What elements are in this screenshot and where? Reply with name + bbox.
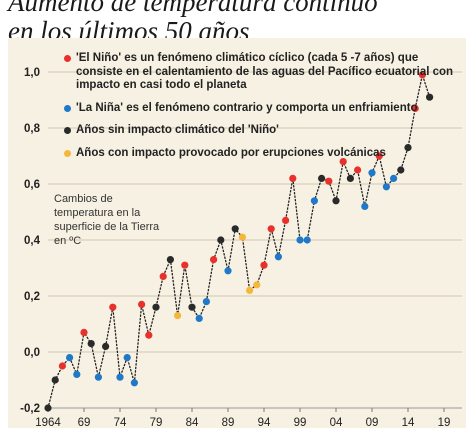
x-tick-label: 89 bbox=[222, 417, 235, 429]
data-point-el_nino bbox=[181, 261, 189, 269]
y-tick-label: 0,0 bbox=[24, 347, 40, 359]
x-tick-label: 09 bbox=[366, 417, 379, 429]
data-point-el_nino bbox=[58, 362, 66, 370]
y-tick-label: 0,4 bbox=[24, 235, 41, 247]
legend-dot-volcanic bbox=[64, 149, 71, 157]
x-tick-label: 84 bbox=[186, 417, 199, 429]
legend: 'El Niño' es un fenómeno climático cícli… bbox=[64, 52, 464, 169]
data-point-la_nina bbox=[361, 202, 369, 210]
data-point-la_nina bbox=[116, 373, 124, 381]
data-point-la_nina bbox=[195, 314, 203, 322]
data-point-el_nino bbox=[260, 261, 268, 269]
data-point-neutral bbox=[231, 225, 239, 233]
chart-panel bbox=[8, 38, 466, 428]
data-point-el_nino bbox=[138, 300, 146, 308]
data-point-la_nina bbox=[382, 183, 390, 191]
data-point-neutral bbox=[102, 342, 110, 350]
x-tick-label: 1964 bbox=[35, 417, 61, 429]
data-point-la_nina bbox=[130, 379, 138, 387]
data-point-la_nina bbox=[310, 197, 318, 205]
data-point-el_nino bbox=[210, 256, 218, 264]
data-point-volcanic bbox=[246, 286, 254, 294]
data-point-neutral bbox=[318, 174, 326, 182]
data-point-el_nino bbox=[145, 331, 153, 339]
data-point-neutral bbox=[152, 303, 160, 311]
data-point-neutral bbox=[332, 197, 340, 205]
data-point-la_nina bbox=[368, 169, 376, 177]
x-tick-label: 69 bbox=[78, 417, 91, 429]
x-tick-label: 99 bbox=[294, 417, 307, 429]
x-tick-label: 04 bbox=[330, 417, 343, 429]
legend-item-volcanic: Años con impacto provocado por erupcione… bbox=[64, 147, 464, 161]
legend-dot-neutral bbox=[64, 127, 71, 134]
x-tick-label: 14 bbox=[402, 417, 415, 429]
y-tick-label: 0,6 bbox=[24, 179, 40, 191]
legend-text-el-nino: 'El Niño' es un fenómeno climático cícli… bbox=[76, 52, 454, 91]
data-point-volcanic bbox=[253, 281, 261, 289]
data-point-neutral bbox=[426, 93, 434, 101]
legend-item-la-nina: 'La Niña' es el fenómeno contrario y com… bbox=[64, 102, 464, 116]
axis-note: Cambios de temperatura en la superficie … bbox=[54, 193, 160, 247]
x-tick-label: 94 bbox=[258, 417, 271, 429]
legend-item-neutral: Años sin impacto climático del 'Niño' bbox=[64, 124, 464, 138]
legend-dot-el-nino bbox=[64, 55, 71, 62]
legend-text-neutral: Años sin impacto climático del 'Niño' bbox=[76, 124, 279, 136]
data-point-el_nino bbox=[325, 177, 333, 185]
x-tick-label: 19 bbox=[438, 417, 451, 429]
data-point-la_nina bbox=[202, 298, 210, 306]
y-tick-label: 0,8 bbox=[24, 123, 41, 135]
data-point-neutral bbox=[346, 174, 354, 182]
data-point-neutral bbox=[397, 166, 405, 174]
data-point-volcanic bbox=[238, 233, 246, 241]
data-point-el_nino bbox=[411, 104, 419, 112]
data-point-el_nino bbox=[289, 174, 297, 182]
data-point-la_nina bbox=[303, 236, 311, 244]
data-point-neutral bbox=[166, 256, 174, 264]
data-point-neutral bbox=[188, 303, 196, 311]
data-point-el_nino bbox=[282, 216, 290, 224]
data-point-la_nina bbox=[66, 354, 74, 362]
data-point-el_nino bbox=[354, 166, 362, 174]
data-point-neutral bbox=[217, 236, 225, 244]
legend-dot-la-nina bbox=[64, 104, 71, 112]
data-point-neutral bbox=[44, 404, 52, 412]
data-point-volcanic bbox=[174, 312, 182, 320]
data-point-la_nina bbox=[94, 373, 102, 381]
data-point-el_nino bbox=[267, 225, 275, 233]
data-point-la_nina bbox=[296, 236, 304, 244]
legend-text-la-nina: 'La Niña' es el fenómeno contrario y com… bbox=[76, 101, 418, 114]
data-point-la_nina bbox=[224, 267, 232, 275]
series-line bbox=[47, 72, 431, 409]
legend-item-el-nino: 'El Niño' es un fenómeno climático cícli… bbox=[64, 52, 464, 93]
data-point-el_nino bbox=[109, 303, 117, 311]
data-point-la_nina bbox=[123, 354, 131, 362]
y-tick-label: 0,2 bbox=[24, 291, 40, 303]
data-point-el_nino bbox=[339, 158, 347, 166]
x-tick-label: 74 bbox=[114, 417, 127, 429]
legend-text-volcanic: Años con impacto provocado por erupcione… bbox=[76, 146, 386, 159]
data-point-neutral bbox=[87, 340, 95, 348]
data-point-el_nino bbox=[80, 328, 88, 336]
x-tick-label: 79 bbox=[150, 417, 163, 429]
data-point-la_nina bbox=[390, 174, 398, 182]
data-point-el_nino bbox=[159, 272, 167, 280]
data-point-neutral bbox=[404, 144, 412, 152]
data-point-neutral bbox=[51, 376, 59, 384]
y-tick-label: -0,2 bbox=[20, 403, 40, 415]
data-point-el_nino bbox=[418, 71, 426, 79]
data-point-la_nina bbox=[274, 253, 282, 261]
title-line-1: Aumento de temperatura continuo bbox=[8, 0, 378, 17]
data-point-el_nino bbox=[375, 152, 383, 160]
y-tick-label: 1,0 bbox=[24, 67, 40, 79]
data-point-la_nina bbox=[73, 370, 81, 378]
